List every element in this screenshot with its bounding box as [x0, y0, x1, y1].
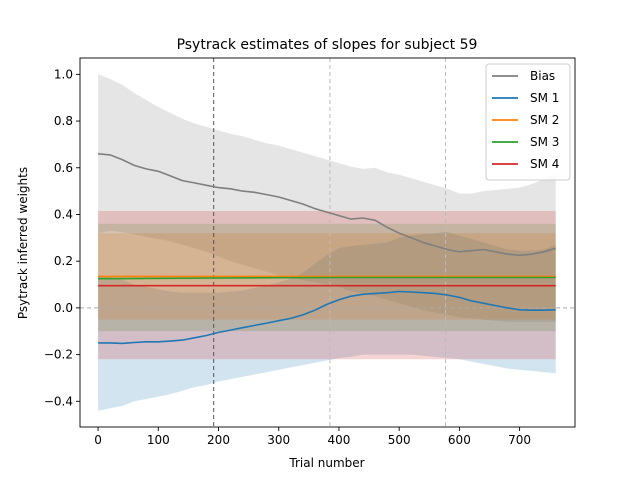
x-tick-label: 200 — [207, 433, 230, 447]
legend-label: SM 4 — [530, 157, 559, 171]
chart-title: Psytrack estimates of slopes for subject… — [177, 37, 478, 53]
x-tick-label: 300 — [267, 433, 290, 447]
y-tick-label: 0.6 — [54, 161, 73, 175]
y-tick-label: 0.4 — [54, 207, 73, 221]
x-tick-label: 500 — [388, 433, 411, 447]
y-axis-title: Psytrack inferred weights — [16, 167, 30, 319]
x-tick-label: 100 — [147, 433, 170, 447]
x-tick-label: 0 — [94, 433, 102, 447]
mean-lines — [98, 153, 556, 345]
x-tick-label: 400 — [327, 433, 350, 447]
legend-label: SM 3 — [530, 135, 559, 149]
plot-frame — [79, 57, 576, 428]
line-sm-3 — [98, 276, 556, 280]
legend-label: SM 2 — [530, 113, 559, 127]
y-tick-label: −0.4 — [44, 394, 73, 408]
band-bias — [98, 74, 556, 322]
line-bias — [98, 153, 556, 257]
legend-box — [485, 63, 571, 181]
x-axis-title: Trial number — [288, 456, 364, 470]
y-tick-label: 0.8 — [54, 114, 73, 128]
y-tick-label: 1.0 — [54, 67, 73, 81]
legend-label: Bias — [530, 69, 555, 83]
legend: Bias SM 1 SM 2 SM 3 SM 4 — [485, 63, 571, 181]
y-tick-label: 0.2 — [54, 254, 73, 268]
x-tick-label: 600 — [448, 433, 471, 447]
legend-label: SM 1 — [530, 91, 559, 105]
plot-area: 0 100 200 300 400 500 600 700 −0.4 −0.2 0.0 0.2 0.4 0… — [44, 57, 576, 447]
line-sm-1 — [98, 290, 556, 345]
y-tick-label: −0.2 — [44, 348, 73, 362]
x-tick-label: 700 — [508, 433, 531, 447]
y-tick-label: 0.0 — [54, 301, 73, 315]
